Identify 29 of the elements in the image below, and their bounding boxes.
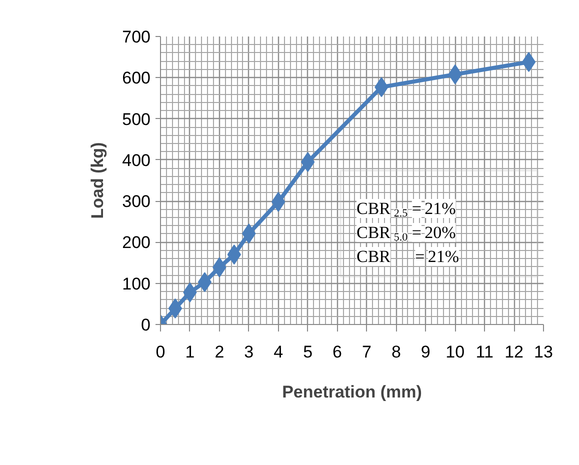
x-tick-label: 4 xyxy=(274,342,284,362)
y-tick-label: 300 xyxy=(122,192,151,212)
x-tick-label: 11 xyxy=(476,342,494,362)
y-axis-title: Load (kg) xyxy=(88,142,108,219)
y-tick-label: 700 xyxy=(122,28,151,46)
x-tick-label: 3 xyxy=(244,342,254,362)
x-tick-label: 9 xyxy=(420,342,430,362)
y-tick-label: 200 xyxy=(122,233,151,252)
y-tick-label: 500 xyxy=(122,110,151,129)
text: CBR = 21% xyxy=(356,247,460,266)
y-tick-label: 0 xyxy=(141,316,151,334)
x-tick-label: 13 xyxy=(534,342,553,362)
x-tick-label: 7 xyxy=(362,342,372,362)
point xyxy=(198,272,212,292)
x-tick-label: 6 xyxy=(332,342,342,362)
y-tick-label: 100 xyxy=(122,274,151,294)
x-tick-label: 1 xyxy=(185,342,195,362)
x-axis-title: Penetration (mm) xyxy=(282,382,422,402)
point xyxy=(168,298,182,318)
point xyxy=(300,152,315,172)
x-tick-label: 12 xyxy=(504,342,524,362)
x-tick-label: 10 xyxy=(446,342,465,362)
x-tick-label: 5 xyxy=(303,342,313,362)
x-tick-label: 0 xyxy=(156,342,166,362)
x-tick-label: 2 xyxy=(214,342,224,362)
x-tick-label: 8 xyxy=(391,342,401,362)
y-tick-label: 400 xyxy=(122,150,151,170)
point xyxy=(522,52,536,72)
y-tick-label: 600 xyxy=(122,68,151,88)
